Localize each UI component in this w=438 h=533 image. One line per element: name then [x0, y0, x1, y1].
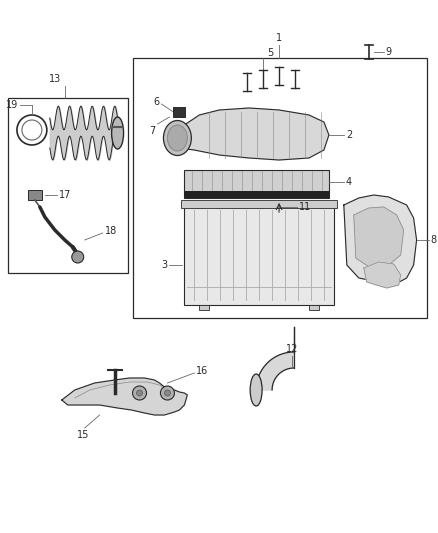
Bar — [199, 305, 209, 310]
Circle shape — [160, 386, 174, 400]
Bar — [8, 98, 127, 273]
Bar — [184, 170, 329, 198]
Text: 1: 1 — [276, 33, 282, 43]
Ellipse shape — [167, 125, 187, 151]
Text: 17: 17 — [59, 190, 71, 200]
Circle shape — [137, 390, 142, 396]
Polygon shape — [354, 207, 404, 268]
Bar — [181, 200, 337, 208]
Text: 5: 5 — [267, 48, 273, 58]
Bar — [184, 191, 329, 198]
Polygon shape — [364, 262, 401, 288]
Text: 11: 11 — [299, 202, 311, 212]
Polygon shape — [62, 378, 187, 415]
Text: 13: 13 — [49, 74, 61, 84]
Ellipse shape — [250, 374, 262, 406]
Text: 12: 12 — [286, 344, 298, 354]
Bar — [133, 58, 427, 318]
Text: 15: 15 — [77, 430, 89, 440]
Circle shape — [164, 390, 170, 396]
Text: 8: 8 — [431, 235, 437, 245]
Text: 16: 16 — [196, 366, 208, 376]
Bar — [309, 305, 319, 310]
Polygon shape — [344, 195, 417, 285]
Text: 6: 6 — [153, 97, 159, 107]
Text: 4: 4 — [346, 177, 352, 187]
Polygon shape — [174, 108, 329, 160]
Text: 3: 3 — [161, 260, 167, 270]
Polygon shape — [256, 352, 294, 390]
Circle shape — [133, 386, 146, 400]
Bar — [184, 205, 334, 305]
Text: 2: 2 — [346, 130, 352, 140]
Ellipse shape — [163, 120, 191, 156]
Bar — [173, 107, 185, 117]
Circle shape — [72, 251, 84, 263]
Ellipse shape — [112, 117, 124, 149]
Text: 7: 7 — [149, 126, 155, 136]
Text: 9: 9 — [386, 47, 392, 57]
Text: 19: 19 — [6, 100, 18, 110]
Bar — [28, 190, 42, 200]
Text: 18: 18 — [105, 226, 117, 236]
